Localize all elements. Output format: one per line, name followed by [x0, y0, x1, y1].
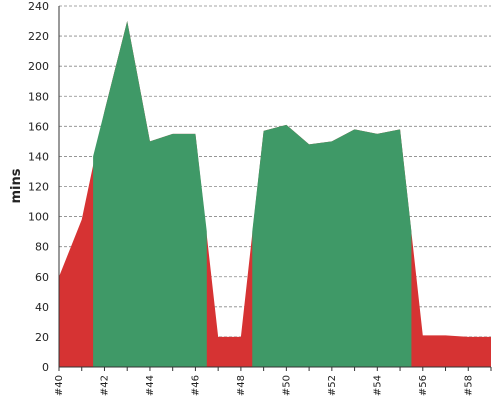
x-tick-label: #48 [236, 375, 247, 396]
x-tick-label: #58 [463, 375, 474, 396]
x-tick-label: #52 [327, 375, 338, 396]
x-tick-label: #40 [54, 375, 65, 396]
y-tick-label: 20 [35, 331, 49, 344]
y-tick-label: 220 [28, 30, 49, 43]
x-tick-label: #50 [281, 375, 292, 396]
y-tick-label: 60 [35, 271, 49, 284]
y-tick-label: 100 [28, 211, 49, 224]
y-tick-label: 80 [35, 241, 49, 254]
series-area-green-1 [93, 21, 207, 368]
y-axis-label: mins [9, 168, 24, 203]
y-tick-label: 120 [28, 181, 49, 194]
series-area-green-2 [252, 124, 412, 368]
x-tick-label: #54 [372, 375, 383, 396]
x-tick-label: #44 [145, 375, 156, 396]
axes [58, 6, 492, 371]
y-tick-label: 200 [28, 60, 49, 73]
x-tick-label: #56 [418, 375, 429, 396]
y-tick-label: 0 [42, 361, 49, 374]
y-tick-label: 180 [28, 90, 49, 103]
x-tick-label: #42 [99, 375, 110, 396]
series-areas [59, 21, 491, 368]
y-tick-label: 140 [28, 150, 49, 163]
y-tick-label: 40 [35, 301, 49, 314]
y-tick-label: 240 [28, 0, 49, 13]
y-tick-labels: 0 20 40 60 80 100 120 140 160 180 200 220 240 [28, 0, 49, 374]
y-tick-label: 160 [28, 120, 49, 133]
x-tick-labels: #40 #42 #44 #46 #48 #50 #52 #54 #56 #58 [54, 375, 474, 396]
x-tick-label: #46 [190, 375, 201, 396]
